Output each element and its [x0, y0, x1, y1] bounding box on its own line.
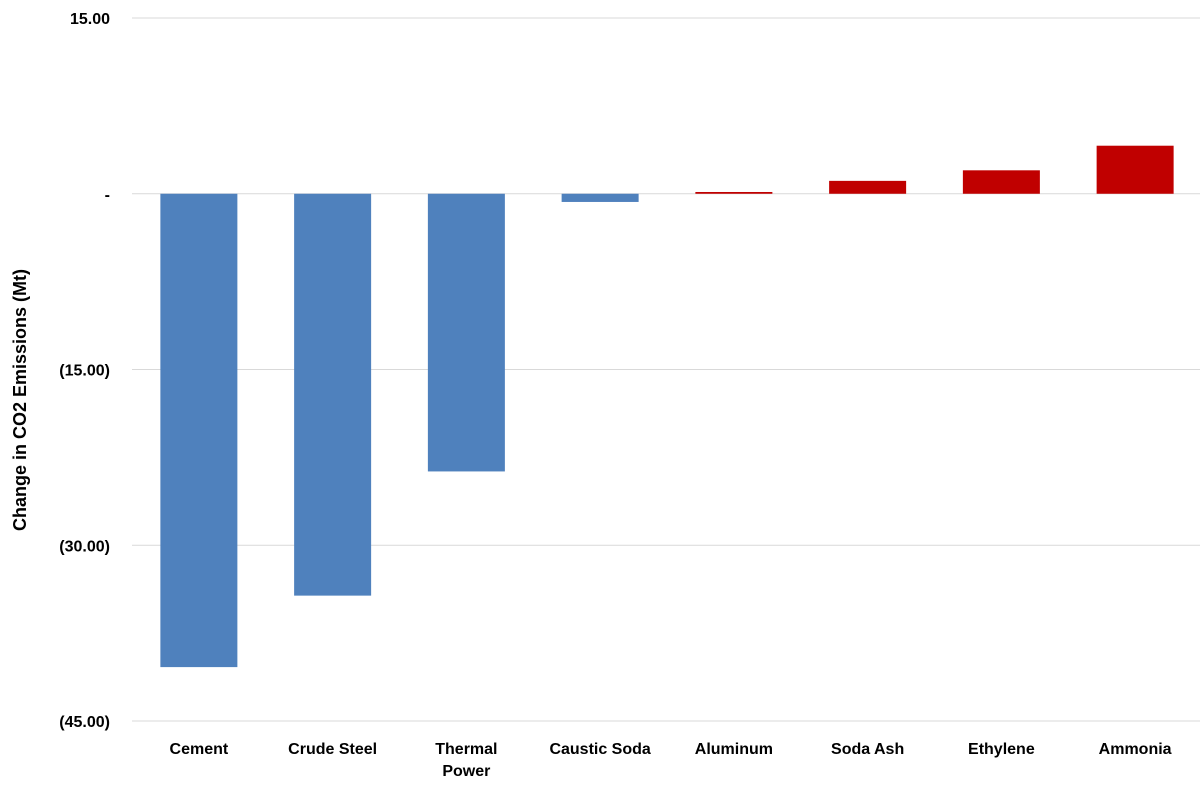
y-tick-label: 15.00 — [70, 11, 110, 28]
y-axis-title: Change in CO2 Emissions (Mt) — [10, 269, 30, 531]
gridlines — [132, 17, 1200, 722]
x-category-label: Ethylene — [968, 741, 1035, 758]
y-axis-tick-labels: 15.00 - (15.00) (30.00) (45.00) — [59, 11, 110, 731]
x-category-label: Crude Steel — [288, 741, 377, 758]
x-category-label: Aluminum — [695, 741, 773, 758]
bar — [160, 193, 238, 668]
bars — [160, 145, 1174, 668]
bar — [1096, 145, 1174, 194]
bar — [695, 191, 773, 194]
y-tick-label: (45.00) — [59, 714, 110, 731]
y-tick-label: - — [105, 187, 110, 204]
x-category-label: Ammonia — [1099, 741, 1172, 758]
x-category-label: Soda Ash — [831, 741, 904, 758]
y-tick-label: (15.00) — [59, 363, 110, 380]
bar — [561, 193, 639, 202]
bar — [294, 193, 372, 596]
x-category-label: Cement — [170, 741, 229, 758]
bar — [962, 170, 1040, 194]
x-axis-category-labels: Cement Crude Steel Thermal Power Caustic Sod… — [170, 741, 1172, 780]
x-category-label: Caustic Soda — [549, 741, 650, 758]
x-category-label: Thermal Power — [435, 741, 497, 780]
y-tick-label: (30.00) — [59, 538, 110, 555]
bar — [829, 180, 907, 194]
bar — [427, 193, 505, 472]
